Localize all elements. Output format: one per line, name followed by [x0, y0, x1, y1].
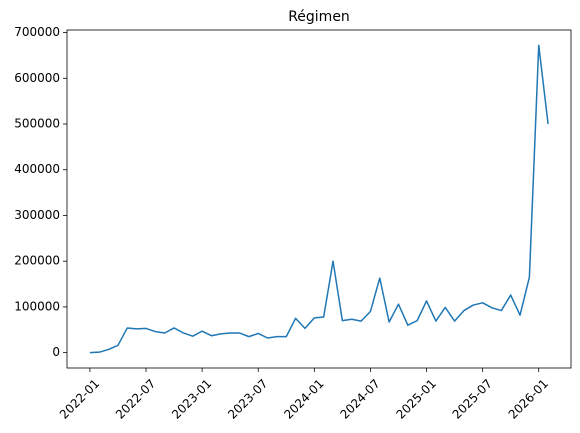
y-tick-label: 0 — [52, 345, 60, 359]
y-tick-label: 600000 — [14, 71, 60, 85]
y-tick-label: 500000 — [14, 117, 60, 131]
x-tick-label: 2022-01 — [57, 376, 102, 421]
x-tick-label: 2025-01 — [394, 376, 439, 421]
y-tick-label: 300000 — [14, 208, 60, 222]
x-tick-label: 2026-01 — [506, 376, 551, 421]
x-tick-label: 2023-07 — [225, 376, 270, 421]
x-tick-label: 2024-01 — [281, 376, 326, 421]
x-tick-label: 2022-07 — [113, 376, 158, 421]
y-tick-label: 400000 — [14, 162, 60, 176]
y-tick-label: 100000 — [14, 299, 60, 313]
x-tick-label: 2024-07 — [337, 376, 382, 421]
x-tick-label: 2023-01 — [169, 376, 214, 421]
x-tick-label: 2025-07 — [450, 376, 495, 421]
plot-frame — [66, 29, 572, 369]
y-tick-label: 700000 — [14, 25, 60, 39]
chart-title: Régimen — [288, 9, 350, 25]
data-line — [89, 44, 549, 354]
y-tick-label: 200000 — [14, 254, 60, 268]
